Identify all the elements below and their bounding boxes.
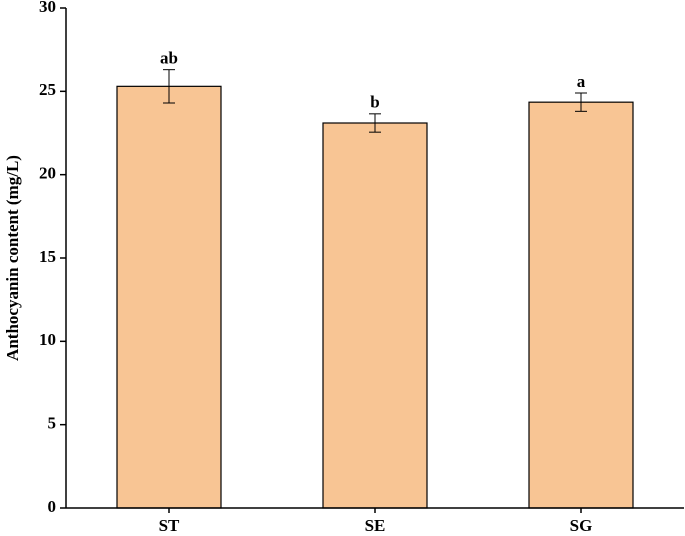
x-tick-label: SG: [570, 516, 593, 535]
significance-letter: ab: [160, 49, 178, 68]
y-tick-label: 5: [48, 414, 57, 433]
y-tick-label: 25: [39, 80, 56, 99]
x-tick-label: ST: [159, 516, 180, 535]
y-tick-label: 20: [39, 164, 56, 183]
y-tick-label: 0: [48, 497, 57, 516]
x-tick-label: SE: [365, 516, 386, 535]
y-tick-label: 10: [39, 330, 56, 349]
y-tick-label: 30: [39, 0, 56, 16]
significance-letter: a: [577, 72, 586, 91]
bar: [116, 85, 222, 509]
bar: [528, 101, 634, 509]
y-axis-label: Anthocyanin content (mg/L): [3, 155, 22, 361]
bar: [322, 122, 428, 509]
significance-letter: b: [370, 93, 379, 112]
y-tick-label: 15: [39, 247, 56, 266]
